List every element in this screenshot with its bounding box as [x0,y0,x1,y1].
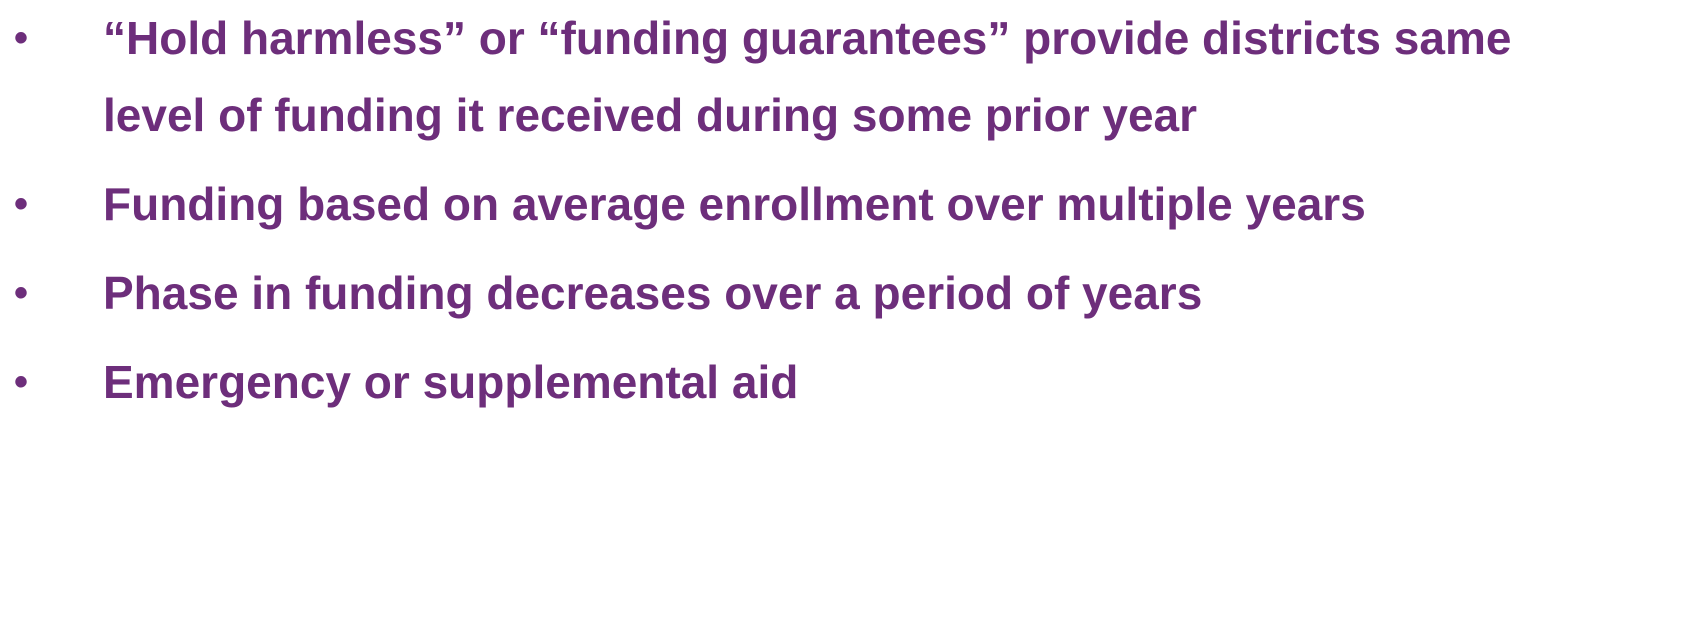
bullet-dot: • [14,16,29,60]
bullet-item: • Phase in funding decreases over a perio… [0,255,1573,332]
bullet-dot: • [14,360,29,404]
bullet-text: “Hold harmless” or “funding guarantees” … [103,12,1512,141]
bullet-list: • “Hold harmless” or “funding guarantees”… [0,0,1573,421]
bullet-text: Emergency or supplemental aid [103,356,799,408]
bullet-item: • Funding based on average enrollment ove… [0,166,1573,243]
bullet-item: • “Hold harmless” or “funding guarantees”… [0,0,1573,154]
bullet-dot: • [14,271,29,315]
bullet-text: Funding based on average enrollment over… [103,178,1366,230]
bullet-item: • Emergency or supplemental aid [0,344,1573,421]
bullet-dot: • [14,182,29,226]
bullet-text: Phase in funding decreases over a period… [103,267,1203,319]
